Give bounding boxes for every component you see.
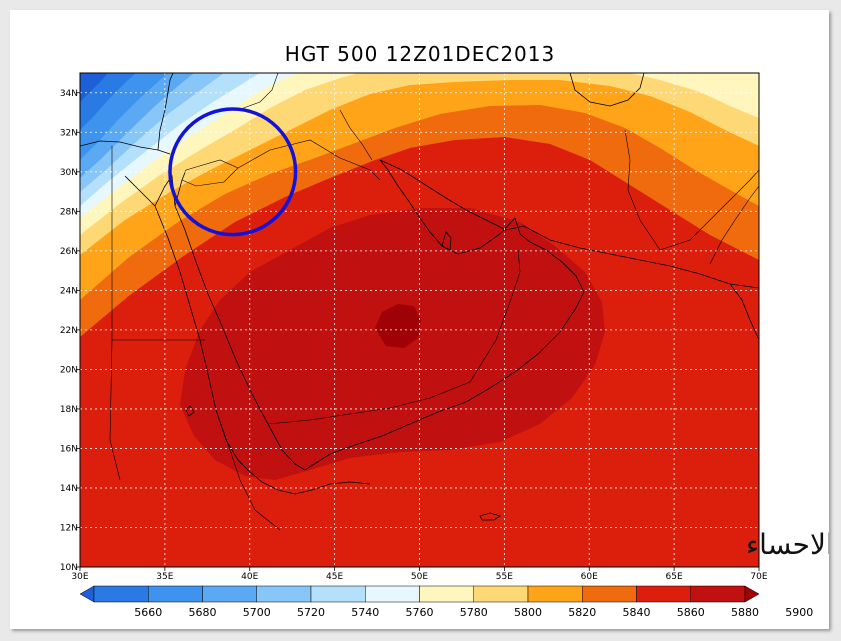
colorbar-swatch — [93, 585, 149, 603]
colorbar-label: 5820 — [568, 606, 596, 619]
socotra — [479, 512, 501, 521]
y-tick-label: 30N — [60, 168, 78, 178]
colorbar-swatch — [79, 585, 95, 603]
iraq-iran-border — [339, 109, 373, 161]
colorbar-label: 5800 — [514, 606, 542, 619]
colorbar-swatch — [744, 585, 760, 603]
x-tick-label: 50E — [411, 572, 428, 582]
colorbar-label: 5860 — [677, 606, 705, 619]
y-tick-label: 28N — [60, 207, 78, 217]
y-tick-label: 32N — [60, 128, 78, 138]
map-frame: HGT 500 12Z01DEC2013 — [10, 10, 829, 629]
colorbar-swatch — [690, 585, 746, 603]
watermark-signature: براري الاحساء — [746, 528, 829, 561]
colorbar-label: 5700 — [243, 606, 271, 619]
colorbar-swatch — [256, 585, 312, 603]
borders — [109, 73, 759, 531]
y-tick-label: 22N — [60, 326, 78, 336]
weather-map: HGT 500 12Z01DEC2013 — [60, 42, 829, 619]
grid-longitude-lines — [164, 73, 675, 567]
saudi-oman-border — [469, 249, 521, 383]
syria-iraq-border — [237, 73, 279, 111]
colorbar-swatch — [527, 585, 583, 603]
x-tick-label: 45E — [326, 572, 343, 582]
contour-band-5900 — [375, 304, 421, 348]
colorbar-label: 5740 — [351, 606, 379, 619]
pakistan-india-border — [709, 185, 759, 265]
colorbar-label: 5840 — [623, 606, 651, 619]
colorbar-swatch — [419, 585, 474, 603]
indian-coast — [729, 283, 759, 341]
colorbar-label: 5760 — [406, 606, 434, 619]
arabia-south-coast — [304, 291, 585, 471]
colorbar-label: 5780 — [460, 606, 488, 619]
contour-band-5800-east — [630, 73, 759, 118]
colorbar-swatch — [148, 585, 203, 603]
colorbar-swatch — [365, 585, 420, 603]
colorbar-swatch — [582, 585, 637, 603]
saudi-yemen-border — [267, 381, 471, 425]
y-tick-label: 14N — [60, 484, 78, 494]
caspian-south — [569, 73, 645, 107]
highlight-circle — [168, 107, 298, 237]
x-tick-label: 70E — [750, 572, 767, 582]
qatar — [441, 231, 452, 251]
colorbar-swatch — [636, 585, 691, 603]
x-tick-label: 40E — [241, 572, 258, 582]
y-tick-label: 26N — [60, 247, 78, 257]
iran-coast — [379, 159, 759, 289]
y-tick-label: 10N — [60, 563, 78, 573]
x-tick-label: 30E — [71, 572, 88, 582]
y-tick-label: 34N — [60, 89, 78, 99]
colorbar-label: 5680 — [189, 606, 217, 619]
y-tick-label: 20N — [60, 365, 78, 375]
colorbar-label: 5720 — [297, 606, 325, 619]
colorbar-swatch — [202, 585, 257, 603]
colorbar-label: 5880 — [731, 606, 759, 619]
map-title: HGT 500 12Z01DEC2013 — [285, 42, 555, 66]
lake-tana — [185, 405, 195, 417]
y-tick-label: 16N — [60, 444, 78, 454]
afghanistan-pakistan-border — [659, 169, 759, 251]
contour-band-5660 — [80, 73, 108, 102]
x-axis-ticks: 30E 35E 40E 45E 50E 55E 60E 65E 70E — [71, 567, 768, 582]
jordan-borders — [181, 159, 239, 187]
oman-coast — [514, 217, 585, 293]
y-tick-label: 12N — [60, 523, 78, 533]
x-tick-label: 55E — [496, 572, 513, 582]
red-sea-east-coast — [174, 205, 306, 471]
x-tick-label: 35E — [156, 572, 173, 582]
colorbar-label: 5660 — [134, 606, 162, 619]
levant-coast — [157, 73, 174, 151]
y-tick-label: 24N — [60, 286, 78, 296]
colorbar-swatch — [473, 585, 529, 603]
coastlines — [80, 73, 759, 521]
red-sea-west-coast — [124, 175, 263, 483]
sudan-chad-border — [109, 339, 121, 481]
colorbar-swatch — [310, 585, 366, 603]
ethiopia-border — [215, 409, 281, 531]
y-axis-ticks: 10N 12N 14N 16N 18N 20N 22N 24N 26N 28N 30N 32N 34N — [60, 89, 80, 573]
grid-latitude-lines — [80, 92, 759, 528]
colorbar: 5660 5680 5700 5720 5740 5760 5780 5800 5820 5840… — [79, 585, 813, 619]
mediterranean-coast — [80, 140, 171, 155]
iran-afghanistan-border — [624, 129, 661, 251]
colorbar-label: 5900 — [785, 606, 813, 619]
x-tick-label: 65E — [666, 572, 683, 582]
y-tick-label: 18N — [60, 405, 78, 415]
persian-gulf-coast — [379, 159, 516, 255]
x-tick-label: 60E — [581, 572, 598, 582]
horn-of-africa-coast — [261, 481, 371, 495]
